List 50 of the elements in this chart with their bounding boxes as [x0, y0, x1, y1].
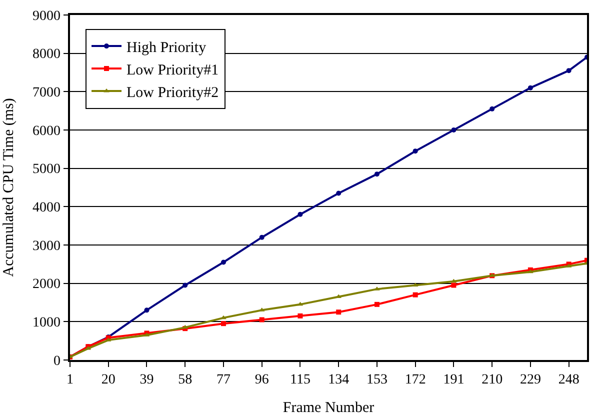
point: [182, 324, 188, 329]
point: [336, 190, 342, 196]
point: [336, 310, 342, 315]
x-tick-label: 77: [216, 372, 230, 388]
y-tick-label: 0: [53, 354, 60, 369]
legend-label: Low Priority#2: [126, 84, 219, 101]
point: [298, 212, 303, 217]
x-tick-label: 58: [178, 372, 192, 388]
y-tick-label: 6000: [32, 124, 60, 139]
y-tick-label: 3000: [32, 238, 60, 254]
x-axis-title: Frame Number: [282, 400, 374, 416]
point: [220, 315, 226, 320]
point: [144, 308, 150, 313]
y-tick-label: 1000: [32, 316, 60, 331]
point: [374, 302, 380, 307]
x-tick-label: 115: [290, 372, 310, 388]
x-tick-label: 20: [101, 372, 116, 388]
point: [451, 128, 456, 132]
point: [259, 234, 264, 240]
y-tick-label: 4000: [32, 200, 60, 216]
point: [220, 321, 226, 326]
point: [220, 260, 226, 265]
x-tick-label: 39: [140, 372, 154, 388]
point: [490, 106, 495, 112]
x-tick-label: 1: [66, 372, 74, 388]
legend-label: High Priority: [126, 40, 207, 56]
point: [374, 172, 380, 177]
x-tick-label: 248: [558, 372, 580, 388]
y-tick-label: 7000: [32, 86, 60, 101]
point: [451, 282, 456, 288]
point: [412, 292, 418, 298]
y-tick-label: 5000: [32, 162, 60, 178]
point: [259, 317, 264, 322]
point: [412, 148, 418, 154]
y-tick-label: 8000: [32, 47, 60, 62]
x-tick-label: 172: [404, 372, 426, 388]
y-tick-label: 2000: [32, 277, 60, 292]
x-tick-label: 191: [443, 372, 464, 388]
x-tick-label: 153: [366, 372, 388, 388]
x-tick-label: 210: [482, 372, 503, 388]
x-tick-label: 229: [520, 372, 541, 388]
x-tick-label: 134: [328, 372, 350, 388]
point: [528, 85, 533, 90]
x-tick-label: 96: [254, 372, 269, 388]
y-axis-title: Accumulated CPU Time (ms): [1, 98, 18, 277]
legend-label: Low Priority#1: [126, 62, 219, 78]
point: [182, 282, 188, 288]
point: [566, 68, 572, 74]
y-tick-label: 9000: [32, 8, 60, 24]
point: [298, 313, 303, 318]
